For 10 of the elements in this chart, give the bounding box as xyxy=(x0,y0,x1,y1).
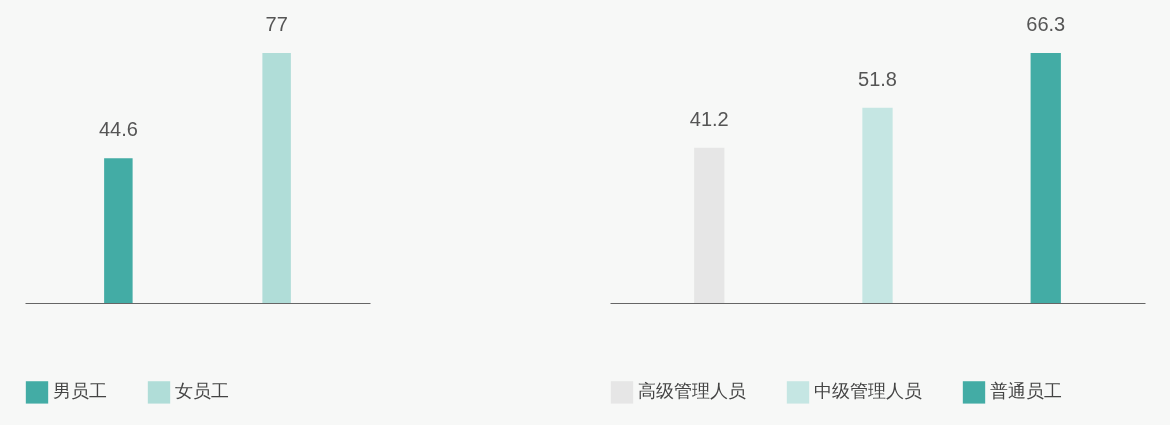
legend-label: 普通员工 xyxy=(990,381,1062,402)
data-label: 41.2 xyxy=(689,107,729,130)
legend-label: 中级管理人员 xyxy=(814,381,922,402)
legend-label: 女员工 xyxy=(175,381,229,402)
data-label: 77 xyxy=(265,13,288,35)
legend-label: 高级管理人员 xyxy=(638,381,746,402)
legend-label: 男员工 xyxy=(53,381,107,402)
data-label: 51.8 xyxy=(858,67,897,90)
data-label: 66.3 xyxy=(1026,13,1066,35)
data-label: 44.6 xyxy=(98,118,138,141)
